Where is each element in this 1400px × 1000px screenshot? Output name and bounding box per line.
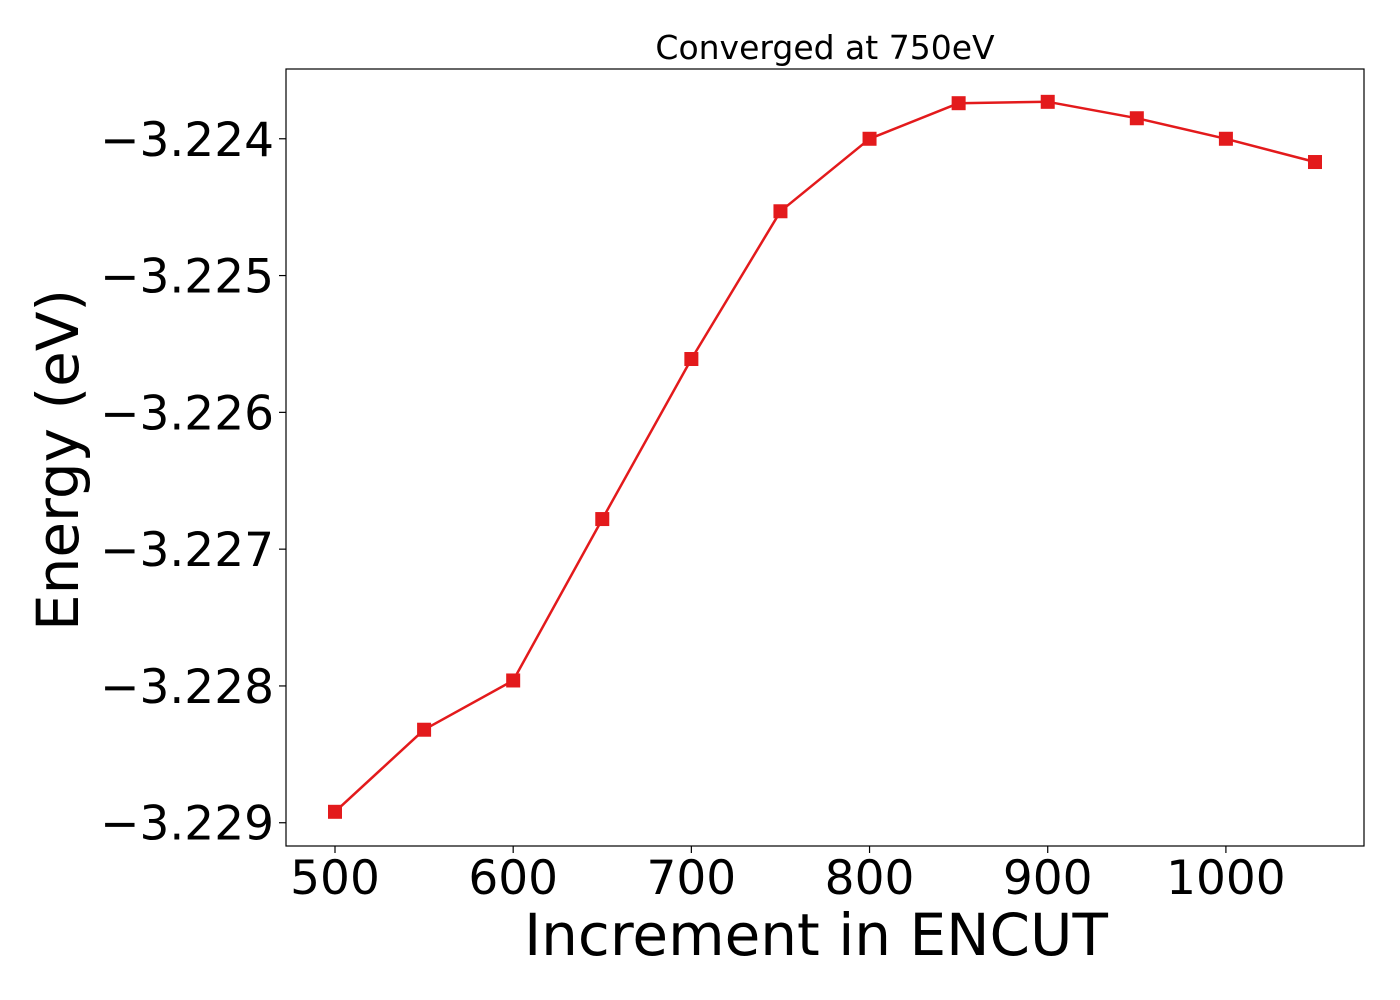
data-point-marker [1218, 131, 1233, 146]
data-point-marker [595, 512, 610, 527]
x-tick-label: 800 [825, 851, 915, 906]
data-point-marker [773, 204, 788, 219]
data-point-marker [684, 352, 699, 367]
data-point-marker [328, 804, 342, 819]
x-tick-label: 900 [1003, 851, 1093, 906]
chart-title: Converged at 750eV [655, 28, 995, 67]
x-tick-label: 600 [468, 851, 558, 906]
plot-area [328, 94, 1322, 819]
y-ticks-group: −3.229 −3.228 −3.227 −3.226 −3.225 −3.224 [100, 113, 286, 852]
x-tick-label: 500 [290, 851, 380, 906]
data-point-marker [506, 673, 521, 688]
x-ticks-group: 500 600 700 800 900 1000 [290, 846, 1286, 906]
plot-frame [285, 68, 1365, 847]
data-point-marker [1040, 94, 1055, 109]
data-point-marker [951, 96, 966, 111]
x-tick-label: 1000 [1166, 851, 1286, 906]
data-point-marker [417, 722, 432, 737]
y-tick-label: −3.228 [100, 660, 274, 715]
y-tick-label: −3.227 [100, 523, 274, 578]
x-tick-label: 700 [647, 851, 737, 906]
data-point-marker [862, 131, 877, 146]
data-point-marker [1129, 111, 1144, 126]
y-tick-label: −3.229 [100, 797, 274, 852]
y-tick-label: −3.225 [100, 250, 274, 305]
y-axis-label: Energy (eV) [24, 289, 92, 631]
series-markers [328, 94, 1322, 819]
y-tick-label: −3.224 [100, 113, 274, 168]
data-point-marker [1308, 155, 1322, 170]
series-line [334, 100, 1316, 813]
x-axis-label: Increment in ENCUT [524, 901, 1108, 969]
y-tick-label: −3.226 [100, 386, 274, 441]
